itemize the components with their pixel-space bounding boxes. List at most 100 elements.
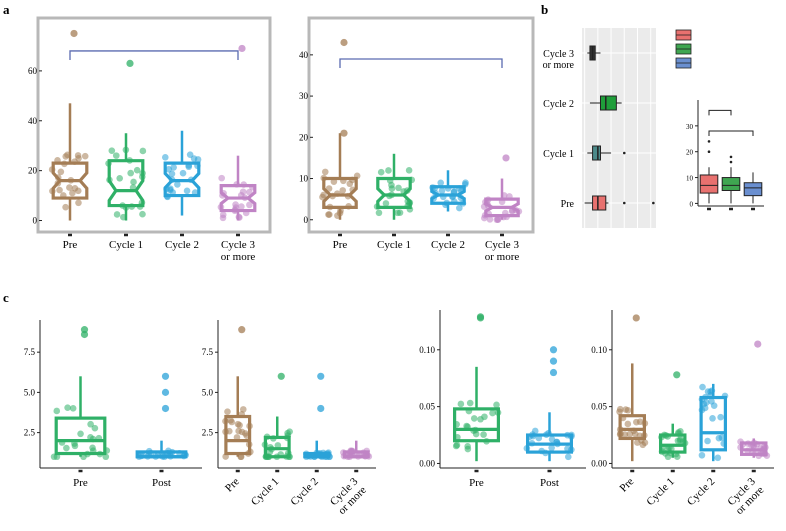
y-tick-label: 0 [690,200,694,208]
box-group [217,155,257,222]
data-point [241,430,249,437]
y-tick-label: Pre [561,199,575,210]
data-point [486,216,494,223]
data-point [183,187,191,195]
data-point [77,430,84,438]
data-point [274,442,282,449]
box [658,433,687,454]
data-point [531,427,539,435]
x-tick-label: Cycle 1 [109,239,143,251]
data-point [339,187,347,194]
outlier-point [673,371,681,379]
outlier-point [502,154,510,162]
y-tick-label: 2.5 [202,428,214,438]
data-point [564,445,571,452]
outlier-point [317,404,325,413]
data-point [239,188,247,196]
x-tick-label: Pre [469,477,484,489]
y-tick-label: Cycle 1 [543,149,574,160]
data-point [219,214,227,222]
data-point [62,203,69,211]
outlier-point [632,314,640,322]
box-group [721,167,741,204]
data-point [179,169,187,177]
box-group [48,103,89,221]
data-point [494,216,502,223]
data-point [75,199,82,207]
panel-label-c: c [3,290,9,305]
box-group [373,153,416,220]
data-point [437,179,445,187]
box [224,414,252,456]
box-group [161,130,202,216]
outlier-point [476,313,485,321]
chart-a2: 0 10 20 30 40 Pre Cycle 1 Cycle 2 Cycle 3 or more [299,16,535,263]
data-point [405,167,413,174]
y-tick-label: 40 [299,50,309,60]
box-group [340,440,373,461]
y-tick-label: 40 [28,116,38,126]
data-point [464,445,472,453]
data-point [472,430,480,438]
data-point [470,415,478,422]
outlier-point [80,326,89,334]
outlier-point [277,372,285,380]
data-point [225,427,233,435]
box-group [302,440,333,461]
y-tick-label: 0.00 [591,458,607,468]
panel-label-b: b [541,2,548,17]
data-point [481,413,488,421]
data-point [631,430,639,438]
data-point [53,407,61,415]
data-point [116,175,124,182]
y-tick-label: 60 [28,66,38,76]
data-point [326,211,333,218]
x-tick-label: Post [540,477,559,489]
y-tick-label: 30 [686,123,694,131]
data-point [388,181,395,189]
box-group [429,170,469,212]
data-point [493,401,500,409]
data-point [717,413,724,421]
box [721,177,741,191]
outlier-point [161,388,170,396]
box [219,184,257,213]
outlier-point [238,326,246,334]
y-tick-label: 2.5 [24,428,36,438]
data-point [396,209,404,216]
outlier-point [754,340,762,348]
data-point [438,187,446,195]
outlier-point [238,44,246,53]
box-group [319,133,361,220]
data-point [385,167,392,174]
y-tick-label: 10 [299,174,309,184]
data-point [718,434,726,441]
x-tick-label: Cycle 2 [431,239,465,251]
box-group [480,178,523,224]
data-point [232,201,239,208]
data-point [69,189,76,197]
data-point [139,210,146,218]
chart-b1: Pre Cycle 1 Cycle 2 Cycle 3 or more [543,28,656,228]
data-point [456,204,463,212]
data-point [480,431,487,438]
data-point [714,454,722,462]
outlier-point [317,372,325,380]
data-point [395,184,402,192]
data-point [74,187,82,195]
box [376,176,412,209]
outlier-point [707,150,711,154]
data-point [246,201,253,209]
box [263,435,291,459]
data-point [466,399,474,407]
outlier-point [652,201,655,205]
data-point [453,441,461,449]
box-group [523,412,575,462]
y-tick-label: 0 [33,216,38,226]
outlier-point [622,201,626,205]
data-point [127,169,134,177]
outlier-point [70,29,78,38]
significance-bracket [339,58,503,68]
box-group [261,416,293,461]
box-group [222,376,254,461]
